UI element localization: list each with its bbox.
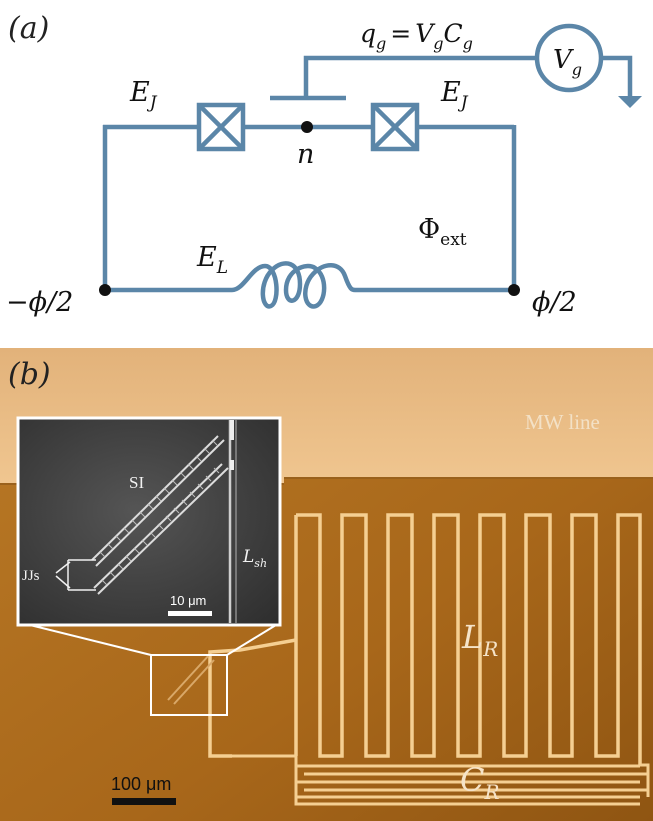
scale-bar xyxy=(112,798,176,805)
josephson-junction-left xyxy=(196,102,246,152)
panel-a-label: (a) xyxy=(8,11,49,46)
si-label: SI xyxy=(129,473,144,492)
circuit-wires xyxy=(102,55,633,293)
jjs-label: JJs xyxy=(22,568,40,584)
squid-array-rungs xyxy=(99,439,220,586)
junction-left-label: EJ xyxy=(129,77,158,113)
node-right xyxy=(508,284,520,296)
meander-inductor xyxy=(208,513,642,765)
capacitor-CR-label: CR xyxy=(460,761,500,804)
inductor-coil xyxy=(231,261,356,309)
mw-line-label: MW line xyxy=(525,410,600,434)
island-node xyxy=(301,121,313,133)
zoom-region-box xyxy=(150,654,228,716)
phase-right-label: ϕ/2 xyxy=(532,287,577,318)
flux-label: Φext xyxy=(418,214,467,250)
josephson-junction-right xyxy=(370,102,420,152)
charge-equation: qg = VgCg xyxy=(360,19,473,53)
panel-b-micrograph: (b) MW line LR CR 100 xyxy=(0,348,653,821)
inductor-label: EL xyxy=(196,242,228,278)
ground-arrow-icon xyxy=(618,96,642,108)
sem-inset: SI JJs Lsh 10 μm xyxy=(16,416,282,627)
jjs-bracket xyxy=(55,559,96,591)
shunt-label: Lsh xyxy=(242,547,267,570)
panel-b-label: (b) xyxy=(8,357,51,392)
phase-left-label: −ϕ/2 xyxy=(6,287,73,318)
scale-bar-label: 100 μm xyxy=(111,774,171,794)
junction-strip-micro xyxy=(167,653,215,705)
junction-right-label: EJ xyxy=(440,77,469,113)
voltage-source-circle xyxy=(534,23,604,93)
inset-scale-bar xyxy=(168,611,212,616)
inset-scale-bar-label: 10 μm xyxy=(170,593,206,608)
source-label: Vg xyxy=(553,45,582,79)
panel-a-circuit: (a) xyxy=(6,11,642,318)
node-left xyxy=(99,284,111,296)
inductor-LR-label: LR xyxy=(461,618,498,661)
island-label: n xyxy=(297,139,314,170)
interdigitated-capacitor xyxy=(232,754,650,806)
